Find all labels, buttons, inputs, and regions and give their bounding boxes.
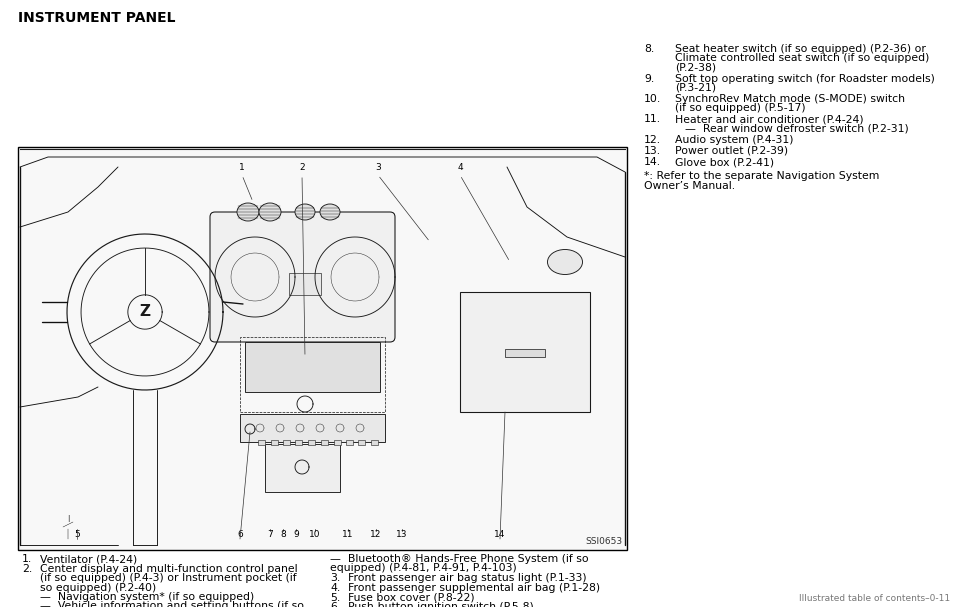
- Text: —  Bluetooth® Hands-Free Phone System (if so: — Bluetooth® Hands-Free Phone System (if…: [330, 554, 588, 564]
- Text: Illustrated table of contents–0-11: Illustrated table of contents–0-11: [799, 594, 950, 603]
- Text: 10.: 10.: [644, 94, 661, 104]
- Ellipse shape: [237, 203, 259, 221]
- Text: Center display and multi-function control panel: Center display and multi-function contro…: [40, 564, 298, 574]
- Text: 7: 7: [267, 530, 273, 539]
- Text: |: |: [67, 515, 69, 522]
- Text: 2.: 2.: [22, 564, 33, 574]
- Text: SynchroRev Match mode (S-MODE) switch: SynchroRev Match mode (S-MODE) switch: [675, 94, 905, 104]
- Text: Power outlet (P.2-39): Power outlet (P.2-39): [675, 146, 788, 156]
- Text: 14: 14: [494, 530, 506, 539]
- Text: so equipped) (P.2-40): so equipped) (P.2-40): [40, 583, 156, 592]
- Text: (if so equipped) (P.5-17): (if so equipped) (P.5-17): [675, 103, 805, 113]
- Text: 14.: 14.: [644, 157, 661, 167]
- Text: 8.: 8.: [644, 44, 655, 54]
- Text: (P.2-38): (P.2-38): [675, 63, 716, 72]
- Text: *: Refer to the separate Navigation System: *: Refer to the separate Navigation Syst…: [644, 171, 879, 181]
- Text: 11.: 11.: [644, 114, 661, 124]
- Bar: [240, 337, 385, 412]
- Bar: [283, 440, 290, 445]
- Text: Push-button ignition switch (P.5-8): Push-button ignition switch (P.5-8): [348, 603, 534, 607]
- Bar: [308, 440, 315, 445]
- Text: (if so equipped) (P.4-3) or Instrument pocket (if: (if so equipped) (P.4-3) or Instrument p…: [40, 574, 297, 583]
- Bar: [371, 440, 378, 445]
- Text: 12: 12: [371, 530, 382, 539]
- Bar: [295, 440, 302, 445]
- Text: INSTRUMENT PANEL: INSTRUMENT PANEL: [18, 11, 176, 25]
- Text: Front passenger supplemental air bag (P.1-28): Front passenger supplemental air bag (P.…: [348, 583, 600, 593]
- Text: 13.: 13.: [644, 146, 661, 156]
- Text: Soft top operating switch (for Roadster models): Soft top operating switch (for Roadster …: [675, 73, 935, 84]
- Bar: [258, 440, 265, 445]
- Bar: [289, 273, 321, 295]
- Ellipse shape: [259, 203, 281, 221]
- Text: 9.: 9.: [644, 73, 655, 84]
- Text: Heater and air conditioner (P.4-24): Heater and air conditioner (P.4-24): [675, 114, 864, 124]
- Text: —  Vehicle information and setting buttons (if so: — Vehicle information and setting button…: [40, 601, 304, 607]
- Text: 11: 11: [343, 530, 353, 539]
- FancyBboxPatch shape: [210, 212, 395, 342]
- Text: Glove box (P.2-41): Glove box (P.2-41): [675, 157, 774, 167]
- Bar: [245, 342, 380, 392]
- Text: 3.: 3.: [330, 574, 340, 583]
- Text: 10: 10: [309, 530, 321, 539]
- Text: 5.: 5.: [330, 593, 340, 603]
- Text: 1.: 1.: [22, 554, 33, 564]
- Text: Owner’s Manual.: Owner’s Manual.: [644, 181, 735, 191]
- Bar: [321, 440, 328, 445]
- Text: Z: Z: [139, 305, 151, 319]
- Text: Fuse box cover (P.8-22): Fuse box cover (P.8-22): [348, 593, 474, 603]
- Text: 3: 3: [375, 163, 381, 172]
- Bar: [240, 414, 385, 442]
- Text: —  Rear window defroster switch (P.2-31): — Rear window defroster switch (P.2-31): [685, 124, 909, 134]
- Text: Climate controlled seat switch (if so equipped): Climate controlled seat switch (if so eq…: [675, 53, 929, 63]
- Bar: [271, 440, 278, 445]
- Bar: [265, 444, 340, 492]
- Text: (P.3-21): (P.3-21): [675, 83, 716, 93]
- Text: Ventilator (P.4-24): Ventilator (P.4-24): [40, 554, 137, 564]
- Bar: [460, 292, 590, 412]
- Ellipse shape: [547, 249, 583, 274]
- Text: 1: 1: [239, 163, 245, 172]
- Text: SSI0653: SSI0653: [586, 537, 623, 546]
- Text: 12.: 12.: [644, 135, 661, 145]
- Text: Audio system (P.4-31): Audio system (P.4-31): [675, 135, 794, 145]
- Bar: [334, 440, 341, 445]
- Text: 6: 6: [237, 530, 243, 539]
- Text: 4.: 4.: [330, 583, 340, 593]
- Text: Seat heater switch (if so equipped) (P.2-36) or: Seat heater switch (if so equipped) (P.2…: [675, 44, 925, 54]
- Bar: [505, 349, 545, 357]
- Bar: [346, 440, 353, 445]
- Text: 8: 8: [280, 530, 286, 539]
- Text: 4: 4: [457, 163, 463, 172]
- Text: —  Navigation system* (if so equipped): — Navigation system* (if so equipped): [40, 592, 254, 602]
- Bar: [358, 440, 365, 445]
- Text: Front passenger air bag status light (P.1-33): Front passenger air bag status light (P.…: [348, 574, 587, 583]
- Ellipse shape: [295, 204, 315, 220]
- Ellipse shape: [320, 204, 340, 220]
- Bar: [18, 147, 627, 550]
- Text: 2: 2: [300, 163, 305, 172]
- Text: 13: 13: [396, 530, 408, 539]
- Text: equipped) (P.4-81, P.4-91, P.4-103): equipped) (P.4-81, P.4-91, P.4-103): [330, 563, 516, 573]
- Text: 5: 5: [74, 530, 80, 539]
- Text: 6.: 6.: [330, 603, 340, 607]
- Text: 9: 9: [293, 530, 299, 539]
